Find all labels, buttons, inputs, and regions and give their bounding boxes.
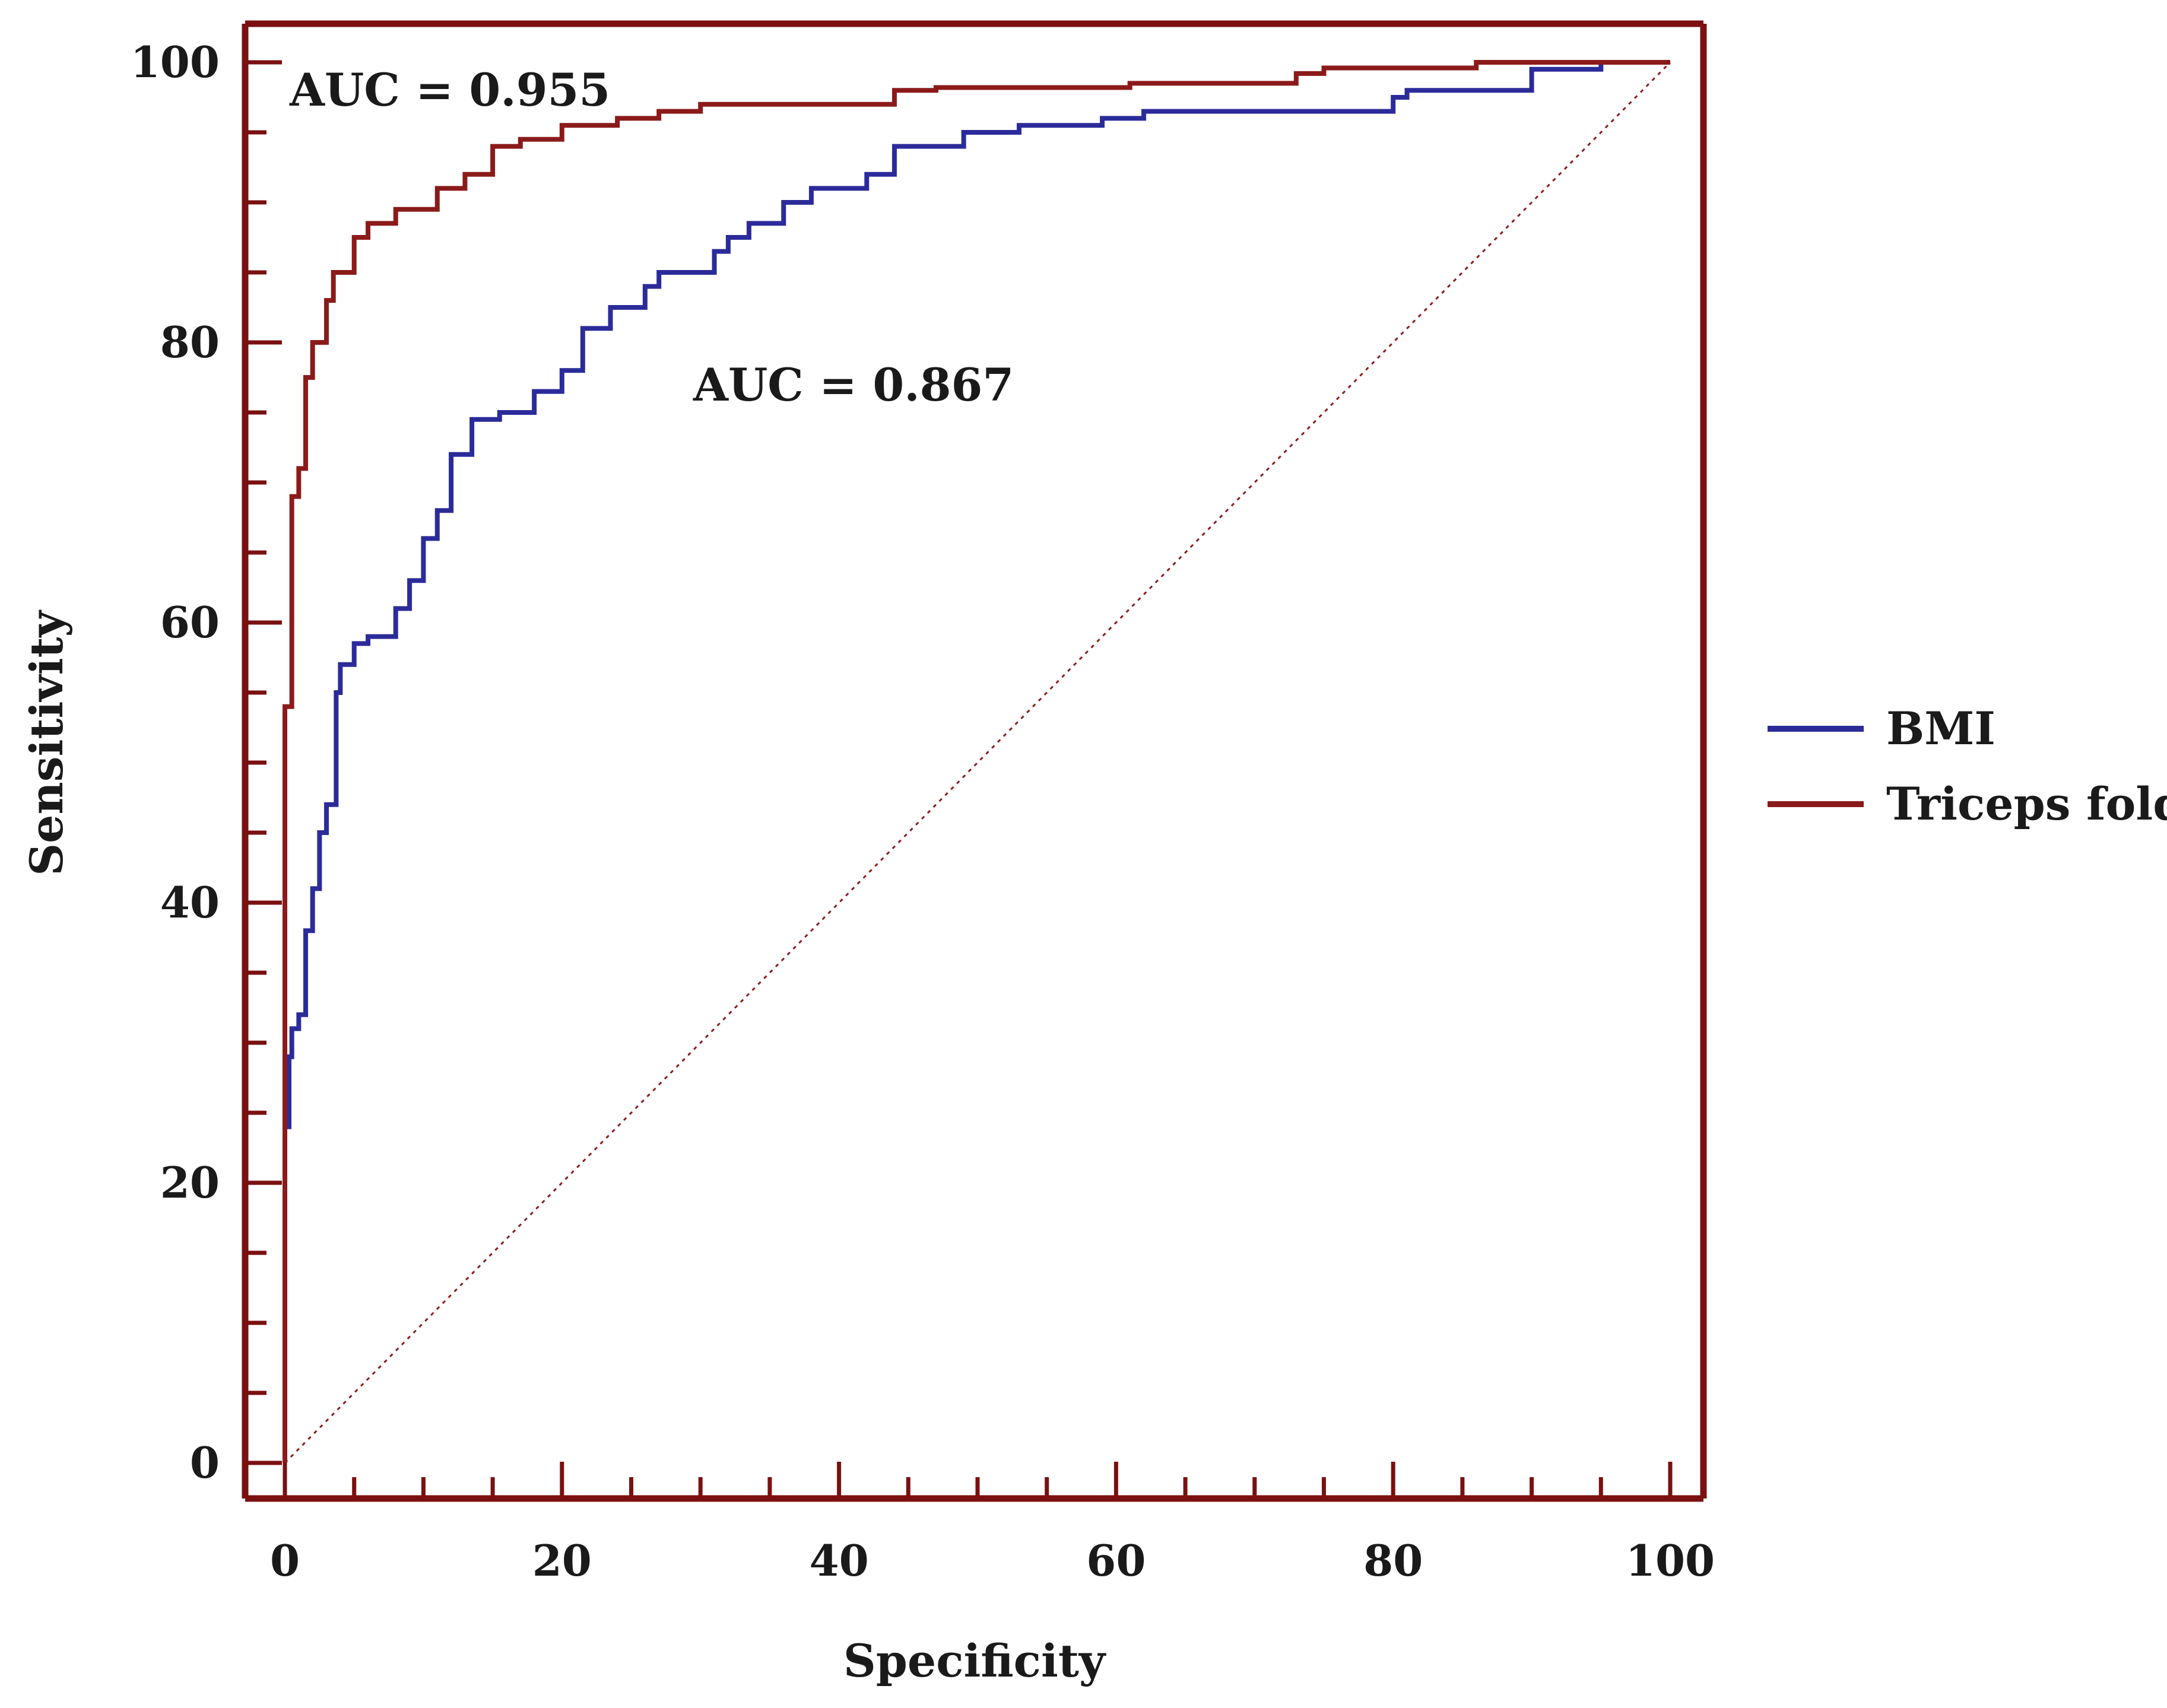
y-tick-labels: 0 20 40 60 80 100 xyxy=(131,37,220,1488)
x-axis-title: Specificity xyxy=(843,1634,1106,1687)
x-tick-label: 40 xyxy=(809,1535,868,1586)
legend-label-triceps-fold: Triceps fold xyxy=(1886,777,2167,830)
y-tick-label: 60 xyxy=(160,597,220,647)
bmi-auc-label: AUC = 0.867 xyxy=(693,358,1014,411)
y-tick-label: 20 xyxy=(160,1157,220,1208)
triceps-fold-auc-label: AUC = 0.955 xyxy=(289,64,610,116)
bmi-roc-curve xyxy=(283,60,1670,1463)
x-tick-label: 100 xyxy=(1626,1535,1715,1586)
y-axis-title: Sensitivity xyxy=(20,609,73,875)
x-tick-labels: 0 20 40 60 80 100 xyxy=(270,1535,1715,1586)
x-tick-label: 80 xyxy=(1363,1535,1423,1586)
y-tick-label: 100 xyxy=(131,37,220,87)
legend-label-bmi: BMI xyxy=(1886,702,1995,755)
y-tick-label: 80 xyxy=(160,317,220,367)
x-tick-label: 20 xyxy=(532,1535,592,1586)
x-tick-label: 60 xyxy=(1086,1535,1146,1586)
triceps-fold-roc-curve xyxy=(283,60,1670,1463)
y-tick-label: 40 xyxy=(160,877,220,928)
legend: BMI Triceps fold xyxy=(1768,702,2167,830)
x-axis-ticks xyxy=(283,1462,1673,1499)
y-tick-label: 0 xyxy=(190,1437,220,1488)
x-tick-label: 0 xyxy=(270,1535,300,1586)
y-axis-ticks xyxy=(245,60,282,1465)
